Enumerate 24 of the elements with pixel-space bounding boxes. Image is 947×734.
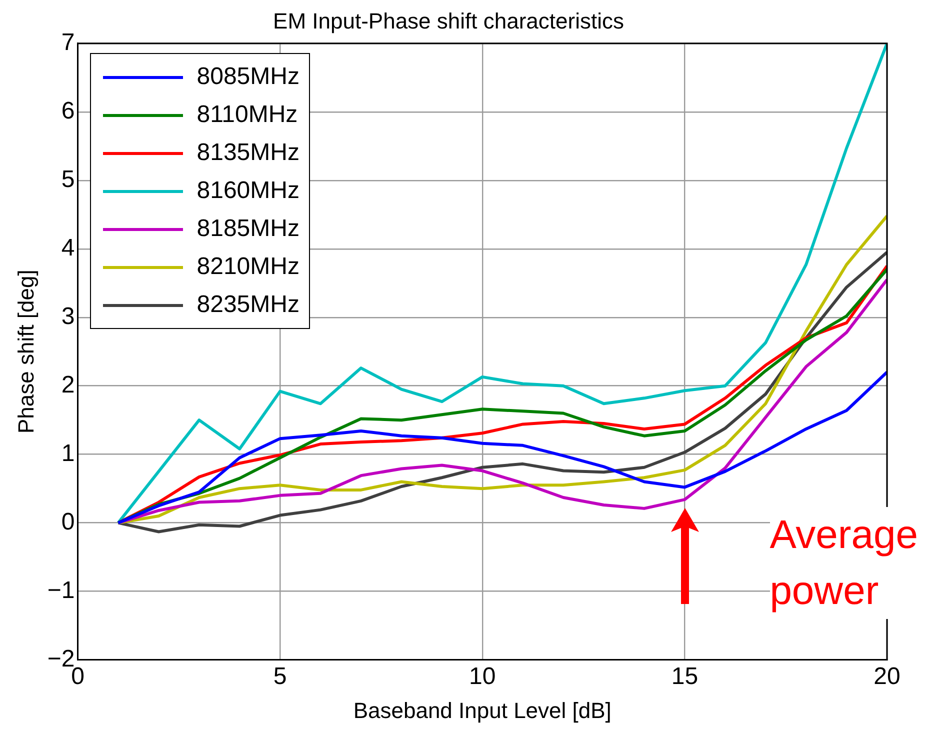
legend-label: 8085MHz [196,63,300,92]
legend-label: 8185MHz [196,215,300,244]
y-tick-label: 4 [61,234,75,262]
y-tick-label: −1 [47,576,75,604]
y-tick-label: 6 [61,98,75,125]
y-axis-title: Phase shift [deg] [13,270,38,434]
y-tick-label: 3 [61,302,75,330]
legend-label: 8235MHz [196,291,300,320]
legend-label: 8210MHz [196,253,300,282]
y-tick-label: 0 [61,508,75,536]
legend-label: 8160MHz [196,177,300,206]
x-tick-label: 15 [671,662,698,690]
y-tick-label: 5 [61,166,75,194]
x-axis-title: Baseband Input Level [dB] [353,698,612,723]
legend-label: 8135MHz [196,139,300,168]
y-tick-label: 2 [61,371,75,398]
x-tick-label: 5 [273,662,287,690]
x-tick-label: 20 [874,662,900,690]
chart-title: EM Input-Phase shift characteristics [273,8,624,34]
y-tick-label: 1 [61,440,75,467]
annotation: Average power [770,507,947,620]
y-tick-label: 7 [61,29,75,56]
legend-label: 8110MHz [196,101,298,130]
x-tick-label: 10 [469,662,496,690]
